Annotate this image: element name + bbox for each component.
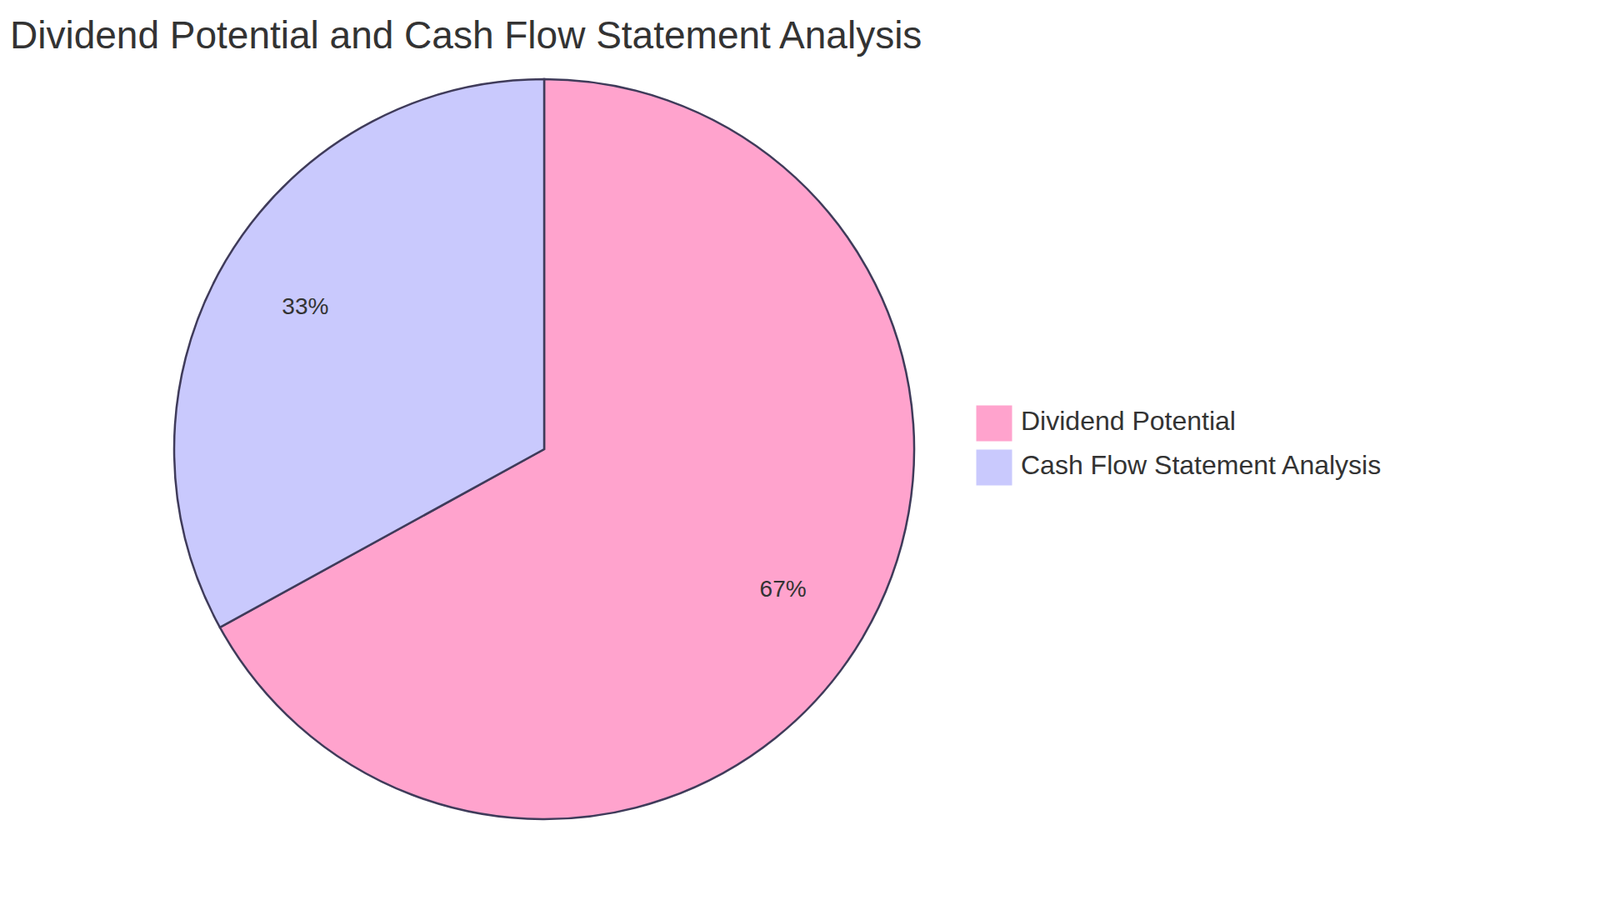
data-labels: 67% 33% [281,293,806,602]
chart: Dividend Potential and Cash Flow Stateme… [0,0,1600,900]
legend: Dividend Potential Cash Flow Statement An… [975,405,1381,486]
slice [174,79,545,628]
data-label: 33% [281,293,329,320]
data-label: 67% [760,575,807,602]
title: Dividend Potential and Cash Flow Stateme… [10,13,922,57]
legend-swatch [975,449,1013,486]
legend-label: Dividend Potential [1020,405,1236,436]
legend-swatch [975,405,1013,442]
pie [174,79,915,820]
legend-label: Cash Flow Statement Analysis [1020,450,1381,480]
